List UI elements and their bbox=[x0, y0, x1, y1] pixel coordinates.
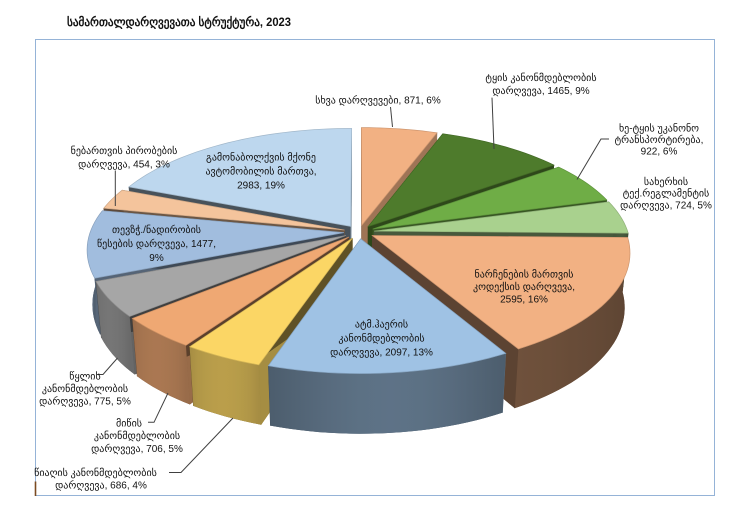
svg-text:გამონაბოლქვის მქონე: გამონაბოლქვის მქონე bbox=[206, 152, 316, 164]
svg-text:წყლის: წყლის bbox=[69, 371, 100, 383]
svg-text:დარღვევა, 1465, 9%: დარღვევა, 1465, 9% bbox=[492, 85, 589, 97]
svg-text:კოდექსის დარღვევა,: კოდექსის დარღვევა, bbox=[473, 281, 575, 293]
svg-text:დარღვევა, 2097, 13%: დარღვევა, 2097, 13% bbox=[330, 347, 433, 359]
svg-text:სახერხის: სახერხის bbox=[644, 176, 688, 188]
svg-text:9%: 9% bbox=[149, 253, 164, 264]
svg-text:ატმ.ჰაერის: ატმ.ჰაერის bbox=[355, 319, 408, 331]
svg-text:კანონმდებლობის: კანონმდებლობის bbox=[94, 430, 180, 442]
svg-text:2983, 19%: 2983, 19% bbox=[237, 181, 285, 192]
svg-text:ტექ.რეგლამენტის: ტექ.რეგლამენტის bbox=[623, 188, 710, 200]
svg-text:ხე-ტყის უკანონო: ხე-ტყის უკანონო bbox=[619, 123, 699, 135]
svg-text:მიწის: მიწის bbox=[116, 418, 142, 430]
svg-text:დარღვევა, 686, 4%: დარღვევა, 686, 4% bbox=[55, 479, 147, 491]
svg-text:თევზჭ./ნადირობის: თევზჭ./ნადირობის bbox=[112, 224, 201, 236]
svg-text:ნარჩენების მართვის: ნარჩენების მართვის bbox=[474, 269, 573, 281]
svg-text:ტყის კანონმდებლობის: ტყის კანონმდებლობის bbox=[485, 72, 596, 84]
svg-text:ნებართვის პირობების: ნებართვის პირობების bbox=[71, 145, 178, 157]
svg-text:წესების დარღვევა, 1477,: წესების დარღვევა, 1477, bbox=[97, 238, 216, 250]
svg-text:წიაღის კანონმდებლობის: წიაღის კანონმდებლობის bbox=[34, 467, 157, 479]
svg-text:922, 6%: 922, 6% bbox=[641, 147, 678, 158]
svg-text:დარღვევა, 724, 5%: დარღვევა, 724, 5% bbox=[620, 199, 712, 211]
svg-text:კანონმდებლობის: კანონმდებლობის bbox=[42, 383, 128, 395]
svg-text:დარღვევა, 775, 5%: დარღვევა, 775, 5% bbox=[39, 396, 131, 408]
svg-text:2595, 16%: 2595, 16% bbox=[500, 295, 548, 306]
svg-text:სხვა დარღვევები, 871, 6%: სხვა დარღვევები, 871, 6% bbox=[315, 95, 441, 107]
svg-text:დარღვევა, 706, 5%: დარღვევა, 706, 5% bbox=[91, 443, 183, 455]
svg-text:ავტომობილის მართვა,: ავტომობილის მართვა, bbox=[205, 166, 316, 178]
svg-text:ტრანსპორტირება,: ტრანსპორტირება, bbox=[615, 134, 704, 146]
svg-text:დარღვევა, 454, 3%: დარღვევა, 454, 3% bbox=[78, 159, 170, 171]
svg-text:კანონმდებლობის: კანონმდებლობის bbox=[338, 333, 424, 345]
svg-text:სამართალდარღვევათა სტრუქტურა,: სამართალდარღვევათა სტრუქტურა, 2023 bbox=[67, 15, 291, 30]
